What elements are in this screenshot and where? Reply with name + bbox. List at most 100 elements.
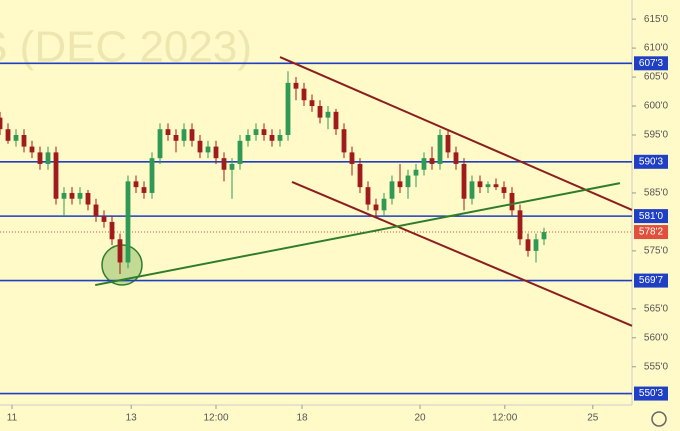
candle-body <box>261 129 267 135</box>
candle-body <box>5 129 11 141</box>
candle-body <box>181 129 187 141</box>
candle-body <box>237 140 243 164</box>
candle-body <box>157 129 163 159</box>
candle-body <box>453 152 459 164</box>
candle-body <box>309 100 315 107</box>
candle-body <box>93 204 99 217</box>
plot <box>0 56 633 395</box>
candle-body <box>485 184 491 188</box>
x-tick-label: 18 <box>296 413 308 424</box>
candle-body <box>61 192 67 199</box>
candle-body <box>413 169 419 176</box>
trend-line <box>291 181 633 327</box>
last-price-box <box>634 225 668 240</box>
candle-body <box>525 239 531 251</box>
x-tick-label: 13 <box>126 413 138 424</box>
level-label-box <box>634 56 668 71</box>
candle-body <box>133 181 139 188</box>
candle-body <box>301 88 307 101</box>
candle-body <box>213 146 219 159</box>
candle-body <box>109 221 115 240</box>
candle-body <box>477 181 483 188</box>
y-tick-label: 560'0 <box>644 332 669 343</box>
x-tick-label: 12:00 <box>203 413 228 424</box>
level-label: 590'3 <box>639 156 664 167</box>
candle-body <box>397 181 403 188</box>
candle-body <box>517 210 523 240</box>
candle-body <box>389 181 395 199</box>
level-label: 581'0 <box>639 211 664 222</box>
y-tick-label: 565'0 <box>644 303 669 314</box>
candle-body <box>141 187 147 193</box>
candle-body <box>325 111 331 118</box>
y-tick-label: 605'0 <box>644 72 669 83</box>
y-tick-label: 575'0 <box>644 246 669 257</box>
candle-body <box>421 158 427 170</box>
x-tick-label: 20 <box>414 413 426 424</box>
candle-body <box>405 175 411 188</box>
candle-body <box>21 135 27 147</box>
candle-body <box>29 146 35 153</box>
candle-body <box>333 111 339 130</box>
candle-body <box>197 140 203 153</box>
candle-body <box>349 152 355 164</box>
candle-body <box>429 158 435 164</box>
candle-body <box>117 239 123 263</box>
y-tick-label: 610'0 <box>644 43 669 54</box>
candle-body <box>269 135 275 141</box>
candle-body <box>509 192 515 211</box>
candle-body <box>149 158 155 193</box>
last-price-label: 578'2 <box>639 227 664 238</box>
candle-body <box>285 82 291 135</box>
x-tick-label: 12:00 <box>492 413 517 424</box>
candle-body <box>13 135 19 141</box>
candle-body <box>293 82 299 89</box>
candle-body <box>469 181 475 199</box>
candle-body <box>125 181 131 263</box>
candle-body <box>229 163 235 170</box>
candle-body <box>69 192 75 199</box>
candle-body <box>245 135 251 141</box>
level-label: 550'3 <box>639 388 664 399</box>
candle-body <box>165 129 171 135</box>
candle-body <box>37 152 43 164</box>
level-label: 607'3 <box>639 58 664 69</box>
candle-body <box>77 192 83 199</box>
y-tick-label: 555'0 <box>644 361 669 372</box>
level-label-box <box>634 386 668 401</box>
y-tick-label: 615'0 <box>644 14 669 25</box>
trend-line <box>279 56 633 211</box>
level-label: 569'7 <box>639 275 664 286</box>
level-label-box <box>634 154 668 169</box>
candle-body <box>365 187 371 205</box>
candle-body <box>541 232 547 240</box>
candle-body <box>445 135 451 153</box>
candle-body <box>357 163 363 188</box>
candle-body <box>501 187 507 193</box>
y-tick-label: 585'0 <box>644 188 669 199</box>
candle-body <box>461 163 467 199</box>
candle-body <box>53 152 59 199</box>
candle-body <box>189 129 195 141</box>
candle-body <box>0 117 3 130</box>
x-tick-label: 25 <box>587 413 599 424</box>
candle-body <box>221 158 227 170</box>
level-label-box <box>634 209 668 224</box>
candle-body <box>173 135 179 141</box>
candle-body <box>493 184 499 188</box>
candle-body <box>253 129 259 135</box>
trend-line <box>95 182 621 287</box>
candle-body <box>437 135 443 164</box>
candle-body <box>317 106 323 118</box>
watermark: ES (DEC 2023) <box>0 23 252 72</box>
candle-body <box>533 239 539 251</box>
candle-body <box>205 146 211 153</box>
candle-body <box>277 135 283 141</box>
x-tick-label: 11 <box>7 413 18 424</box>
y-tick-label: 600'0 <box>644 101 669 112</box>
y-tick-label: 595'0 <box>644 130 669 141</box>
candle-body <box>101 216 107 222</box>
level-label-box <box>634 273 668 288</box>
settings-icon[interactable] <box>651 411 667 427</box>
